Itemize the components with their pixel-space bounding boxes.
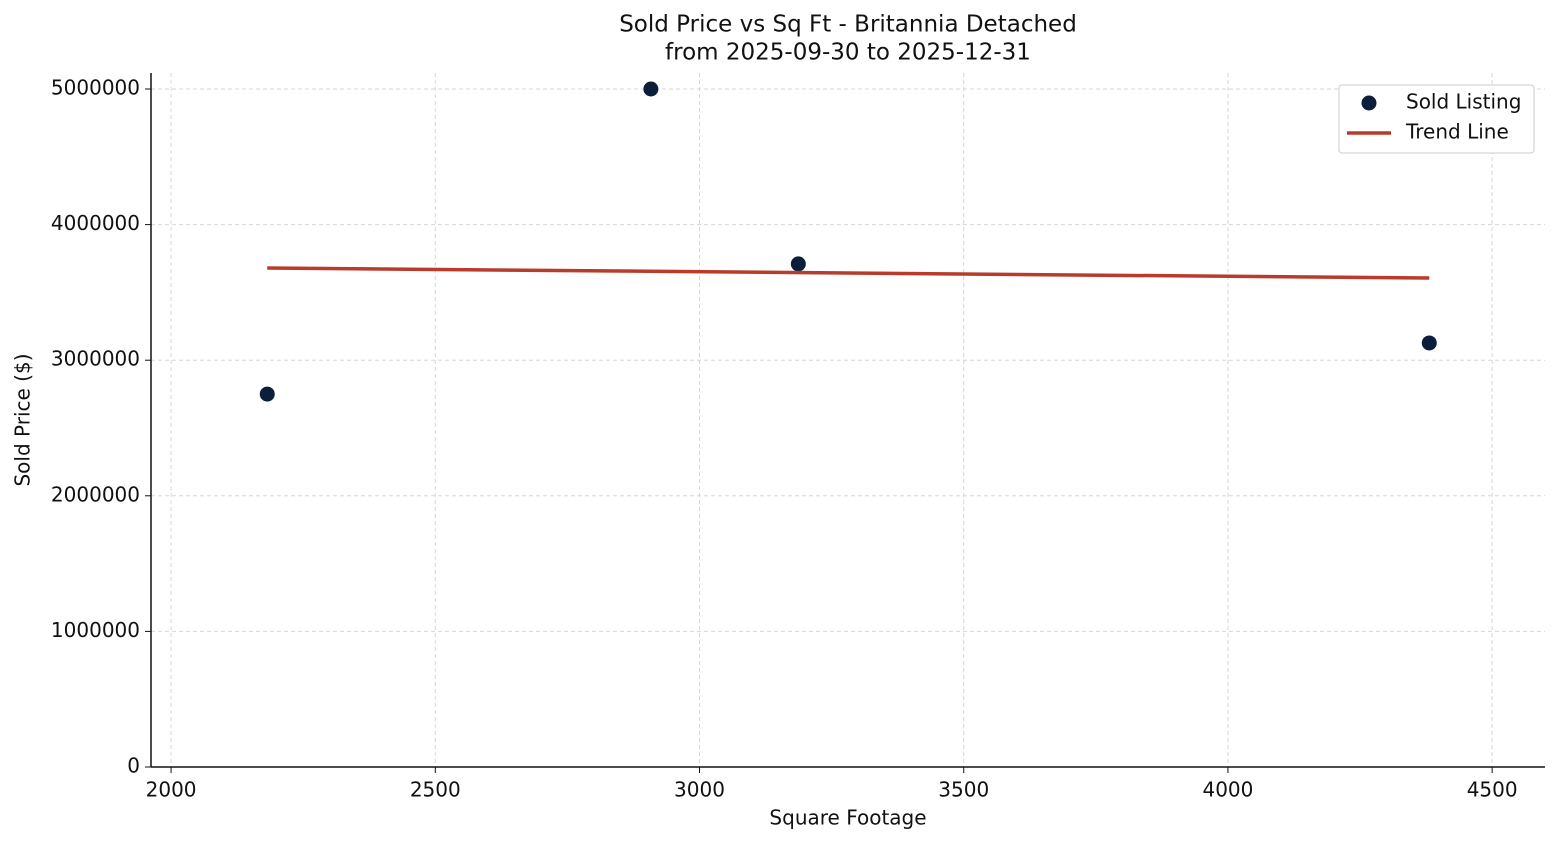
legend: Sold Listing Trend Line: [1338, 84, 1535, 154]
x-axis-label: Square Footage: [769, 806, 926, 830]
y-tick-label: 5000000: [51, 76, 140, 100]
y-tick-label: 3000000: [51, 347, 140, 371]
y-tick-label: 0: [127, 754, 140, 778]
legend-box: [1338, 84, 1535, 154]
x-tick-label: 3500: [938, 778, 989, 802]
legend-label: Sold Listing: [1406, 90, 1521, 114]
x-tick-label: 4000: [1202, 778, 1253, 802]
x-tick-label: 4500: [1467, 778, 1518, 802]
chart-title: Sold Price vs Sq Ft - Britannia Detached: [619, 12, 1077, 38]
y-axis-label: Sold Price ($): [11, 353, 35, 486]
point: [1421, 335, 1437, 351]
trend-line: [267, 266, 1430, 280]
point: [259, 386, 275, 402]
x-tick-label: 3000: [674, 778, 725, 802]
point: [643, 81, 659, 97]
legend-label: Trend Line: [1405, 120, 1509, 144]
y-tick-label: 4000000: [51, 211, 140, 235]
y-tick-label: 2000000: [51, 482, 140, 506]
x-tick-label: 2000: [146, 778, 197, 802]
chart-subtitle: from 2025-09-30 to 2025-12-31: [665, 40, 1031, 66]
x-tick-label: 2500: [410, 778, 461, 802]
y-tick-label: 1000000: [51, 618, 140, 642]
legend-marker: [1361, 95, 1377, 111]
point: [790, 256, 806, 272]
